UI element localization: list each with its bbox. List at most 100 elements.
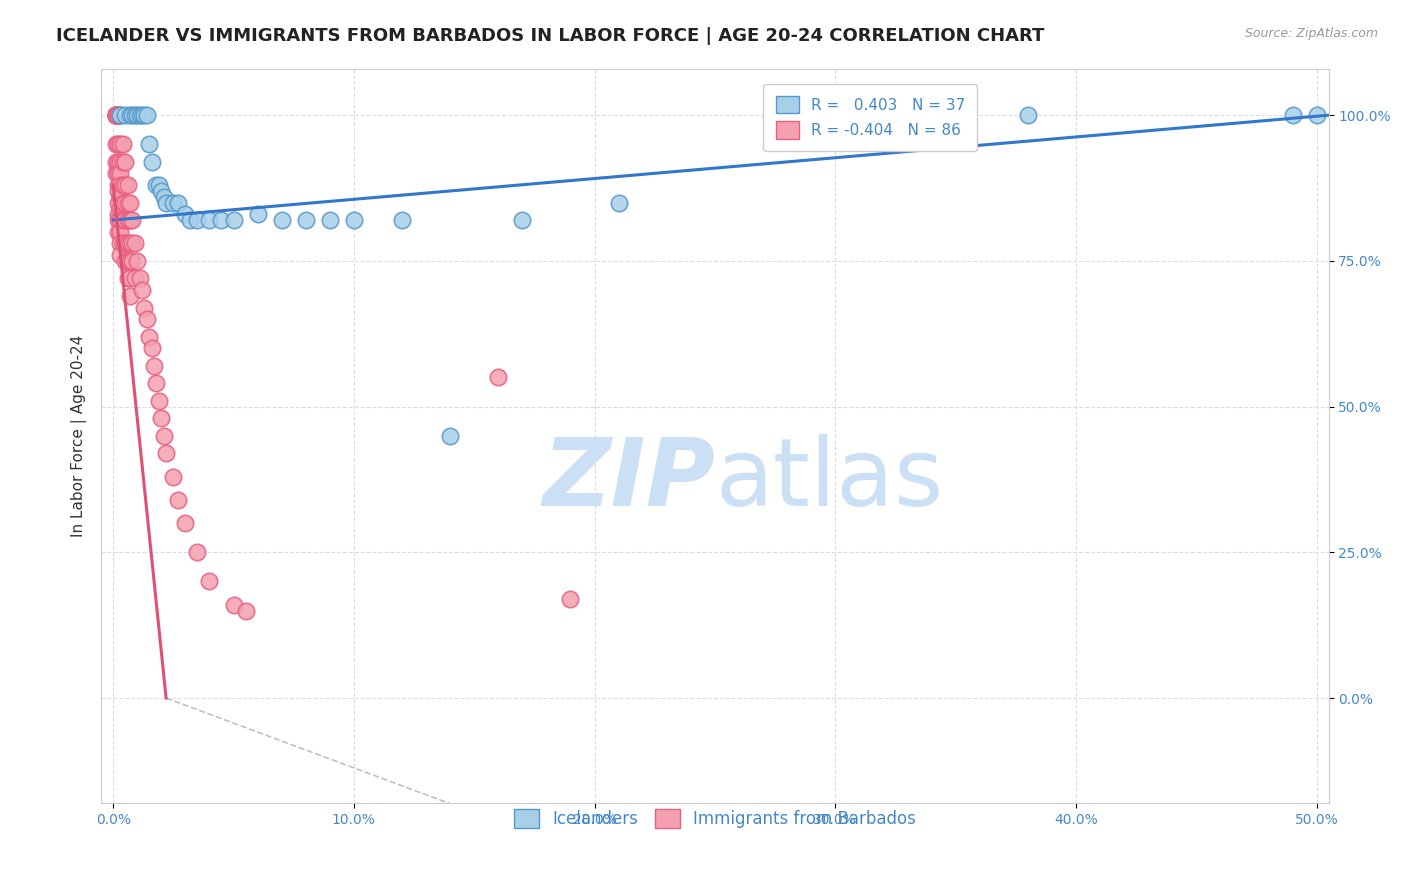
Point [104, 108, 127, 122]
Point [162, 195, 184, 210]
Point [107, 195, 129, 210]
Point [198, 213, 221, 227]
Point [104, 137, 127, 152]
Point [110, 154, 132, 169]
Point [107, 108, 129, 122]
Point [124, 236, 146, 251]
Point [110, 178, 132, 193]
Point [343, 213, 366, 227]
Text: atlas: atlas [714, 434, 943, 525]
Point [1281, 108, 1303, 122]
Point [114, 236, 136, 251]
Point [118, 289, 141, 303]
Point [121, 236, 143, 251]
Point [162, 469, 184, 483]
Point [148, 393, 170, 408]
Point [104, 108, 127, 122]
Point [128, 271, 150, 285]
Point [118, 236, 141, 251]
Point [118, 253, 141, 268]
Point [110, 166, 132, 180]
Point [439, 428, 461, 442]
Point [127, 253, 149, 268]
Text: ICELANDER VS IMMIGRANTS FROM BARBADOS IN LABOR FORCE | AGE 20-24 CORRELATION CHA: ICELANDER VS IMMIGRANTS FROM BARBADOS IN… [56, 27, 1045, 45]
Point [110, 108, 132, 122]
Point [117, 195, 139, 210]
Point [114, 195, 136, 210]
Point [222, 598, 245, 612]
Point [114, 213, 136, 227]
Point [174, 516, 197, 531]
Point [111, 154, 134, 169]
Point [121, 253, 143, 268]
Point [107, 178, 129, 193]
Point [104, 108, 127, 122]
Text: Source: ZipAtlas.com: Source: ZipAtlas.com [1244, 27, 1378, 40]
Point [114, 253, 136, 268]
Point [131, 108, 153, 122]
Point [110, 225, 132, 239]
Point [150, 411, 173, 425]
Point [114, 154, 136, 169]
Point [111, 178, 134, 193]
Y-axis label: In Labor Force | Age 20-24: In Labor Force | Age 20-24 [72, 334, 87, 537]
Point [104, 154, 127, 169]
Point [135, 108, 157, 122]
Point [167, 195, 190, 210]
Point [107, 166, 129, 180]
Point [104, 108, 127, 122]
Point [131, 283, 153, 297]
Point [117, 178, 139, 193]
Point [114, 108, 136, 122]
Point [111, 236, 134, 251]
Point [117, 253, 139, 268]
Point [134, 108, 156, 122]
Point [117, 236, 139, 251]
Point [107, 184, 129, 198]
Point [117, 213, 139, 227]
Point [118, 213, 141, 227]
Point [1305, 108, 1327, 122]
Point [107, 213, 129, 227]
Point [104, 108, 127, 122]
Point [107, 108, 129, 122]
Point [145, 376, 167, 391]
Point [186, 213, 208, 227]
Point [118, 271, 141, 285]
Point [124, 108, 146, 122]
Point [117, 271, 139, 285]
Point [246, 207, 269, 221]
Point [155, 446, 177, 460]
Point [127, 108, 149, 122]
Point [294, 213, 316, 227]
Point [111, 137, 134, 152]
Point [319, 213, 342, 227]
Legend: Icelanders, Immigrants from Barbados: Icelanders, Immigrants from Barbados [508, 803, 922, 835]
Point [110, 108, 132, 122]
Point [135, 312, 157, 326]
Point [391, 213, 413, 227]
Point [222, 213, 245, 227]
Point [107, 225, 129, 239]
Point [179, 213, 201, 227]
Point [134, 301, 156, 315]
Point [150, 184, 173, 198]
Point [110, 190, 132, 204]
Point [607, 195, 630, 210]
Point [141, 154, 163, 169]
Point [118, 195, 141, 210]
Point [152, 428, 174, 442]
Point [124, 271, 146, 285]
Point [114, 178, 136, 193]
Point [110, 137, 132, 152]
Point [110, 248, 132, 262]
Point [107, 207, 129, 221]
Point [110, 108, 132, 122]
Point [110, 213, 132, 227]
Point [141, 341, 163, 355]
Point [121, 213, 143, 227]
Point [104, 108, 127, 122]
Point [270, 213, 292, 227]
Point [560, 591, 582, 606]
Point [198, 574, 221, 589]
